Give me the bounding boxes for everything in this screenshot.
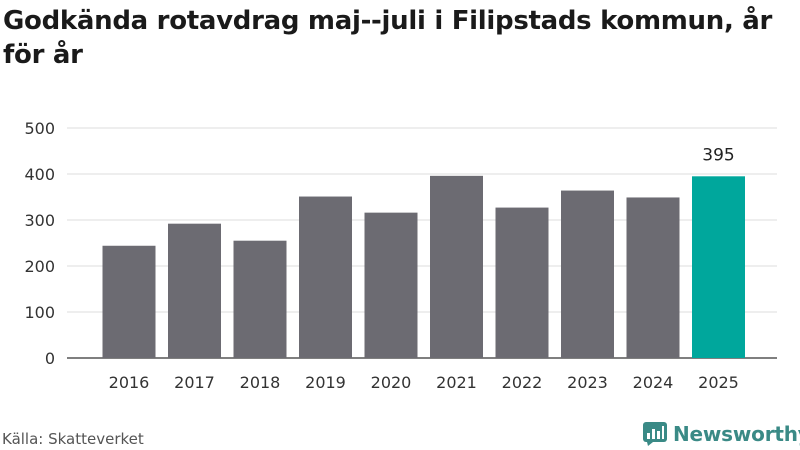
bar-2018 xyxy=(233,240,287,358)
x-tick-label: 2023 xyxy=(567,373,608,392)
x-tick-label: 2017 xyxy=(174,373,215,392)
y-tick-label: 400 xyxy=(24,165,55,184)
brand-name: Newsworthy xyxy=(673,422,800,446)
bar-2022 xyxy=(495,207,549,358)
bar-2019 xyxy=(299,196,352,358)
data-labels: 395 xyxy=(702,145,734,165)
y-axis-ticks: 0 100 200 300 400 500 xyxy=(24,119,55,368)
x-tick-label: 2022 xyxy=(502,373,543,392)
newsworthy-logo-icon xyxy=(643,422,667,446)
bar-2023 xyxy=(561,190,614,358)
chart-title: Godkända rotavdrag maj--juli i Filipstad… xyxy=(3,6,773,70)
x-tick-label: 2019 xyxy=(305,373,346,392)
x-tick-label: 2020 xyxy=(371,373,412,392)
bar-2024 xyxy=(626,197,680,358)
bar-2017 xyxy=(168,223,221,358)
brand-logo: Newsworthy xyxy=(643,420,800,448)
bar-chart: 0 100 200 300 400 500 2016 2017 2018 2019 2020 202… xyxy=(24,119,777,392)
y-tick-label: 300 xyxy=(24,211,55,230)
y-tick-label: 0 xyxy=(45,349,55,368)
x-tick-label: 2025 xyxy=(698,373,739,392)
bar-2020 xyxy=(364,212,418,358)
x-tick-label: 2016 xyxy=(109,373,150,392)
x-axis-ticks: 2016 2017 2018 2019 2020 2021 2022 2023 2024 2025 xyxy=(109,373,739,392)
bar-2021 xyxy=(430,175,483,358)
x-tick-label: 2021 xyxy=(436,373,477,392)
data-label: 395 xyxy=(702,145,734,165)
source-note: Källa: Skatteverket xyxy=(2,430,144,448)
x-tick-label: 2018 xyxy=(240,373,281,392)
y-tick-label: 200 xyxy=(24,257,55,276)
y-tick-label: 500 xyxy=(24,119,55,138)
x-tick-label: 2024 xyxy=(633,373,674,392)
bar-2016 xyxy=(102,245,156,358)
y-tick-label: 100 xyxy=(24,303,55,322)
bars xyxy=(102,175,745,358)
bar-2025 xyxy=(692,176,745,358)
